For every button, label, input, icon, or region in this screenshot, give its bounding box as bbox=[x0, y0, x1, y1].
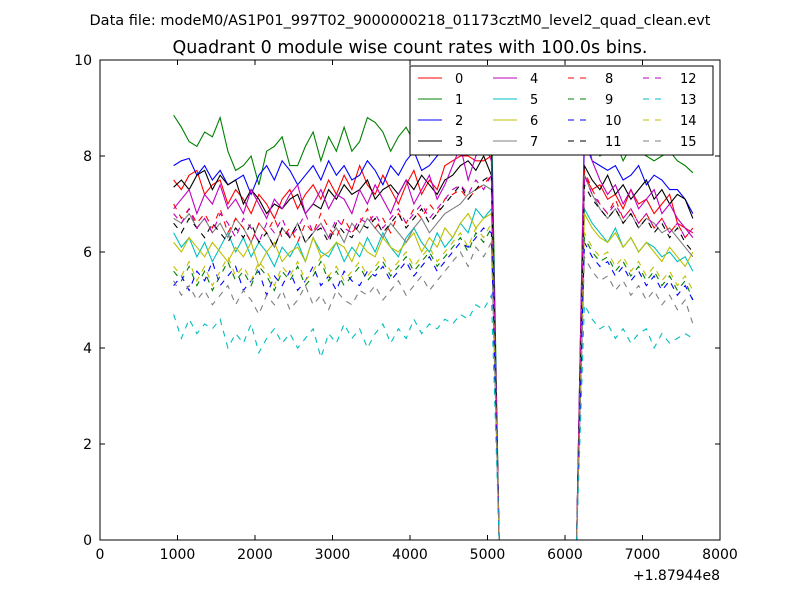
series-line-3 bbox=[173, 154, 694, 541]
series-line-2 bbox=[173, 116, 694, 541]
series-line-8 bbox=[173, 170, 694, 541]
x-tick-label: 6000 bbox=[547, 547, 583, 563]
y-tick-label: 0 bbox=[83, 533, 92, 549]
x-tick-label: 7000 bbox=[625, 547, 661, 563]
series-line-13 bbox=[173, 293, 694, 541]
x-tick-label: 1000 bbox=[160, 547, 196, 563]
x-tick-label: 8000 bbox=[702, 547, 738, 563]
series-line-0 bbox=[173, 155, 694, 541]
series-line-7 bbox=[173, 174, 694, 541]
legend-label-13: 13 bbox=[680, 93, 697, 108]
series-line-4 bbox=[173, 127, 694, 541]
legend-label-10: 10 bbox=[605, 114, 622, 129]
x-axis-offset-label: +1.87944e8 bbox=[633, 568, 720, 584]
x-tick-label: 4000 bbox=[392, 547, 428, 563]
legend-label-15: 15 bbox=[680, 135, 697, 150]
legend-label-14: 14 bbox=[680, 114, 697, 129]
x-tick-label: 2000 bbox=[237, 547, 273, 563]
y-tick-label: 2 bbox=[83, 437, 92, 453]
legend-label-6: 6 bbox=[530, 114, 538, 129]
legend-frame bbox=[409, 65, 714, 156]
legend-label-8: 8 bbox=[605, 72, 613, 87]
legend-label-11: 11 bbox=[605, 135, 622, 150]
legend-label-3: 3 bbox=[455, 135, 463, 150]
series-line-9 bbox=[173, 225, 694, 541]
legend-label-1: 1 bbox=[455, 93, 463, 108]
y-tick-label: 6 bbox=[83, 245, 92, 261]
legend-label-0: 0 bbox=[455, 72, 463, 87]
legend-label-12: 12 bbox=[680, 72, 697, 87]
legend-label-2: 2 bbox=[455, 114, 463, 129]
series-line-14 bbox=[173, 221, 694, 541]
y-tick-label: 10 bbox=[74, 53, 92, 69]
x-tick-label: 0 bbox=[96, 547, 105, 563]
series-line-15 bbox=[173, 240, 694, 541]
legend-label-5: 5 bbox=[530, 93, 538, 108]
series-line-12 bbox=[173, 173, 694, 541]
figure-suptitle: Data file: modeM0/AS1P01_997T02_90000002… bbox=[90, 13, 711, 29]
legend-label-7: 7 bbox=[530, 135, 538, 150]
series-line-6 bbox=[173, 211, 694, 541]
y-tick-label: 4 bbox=[83, 341, 92, 357]
series-line-11 bbox=[173, 174, 694, 541]
series-line-1 bbox=[173, 106, 694, 541]
chart-title: Quadrant 0 module wise count rates with … bbox=[173, 38, 648, 58]
legend-label-9: 9 bbox=[605, 93, 613, 108]
legend-label-4: 4 bbox=[530, 72, 538, 87]
y-tick-label: 8 bbox=[83, 149, 92, 165]
plot-area bbox=[173, 106, 694, 541]
x-tick-label: 3000 bbox=[315, 547, 351, 563]
x-tick-label: 5000 bbox=[470, 547, 506, 563]
series-line-10 bbox=[173, 227, 694, 541]
